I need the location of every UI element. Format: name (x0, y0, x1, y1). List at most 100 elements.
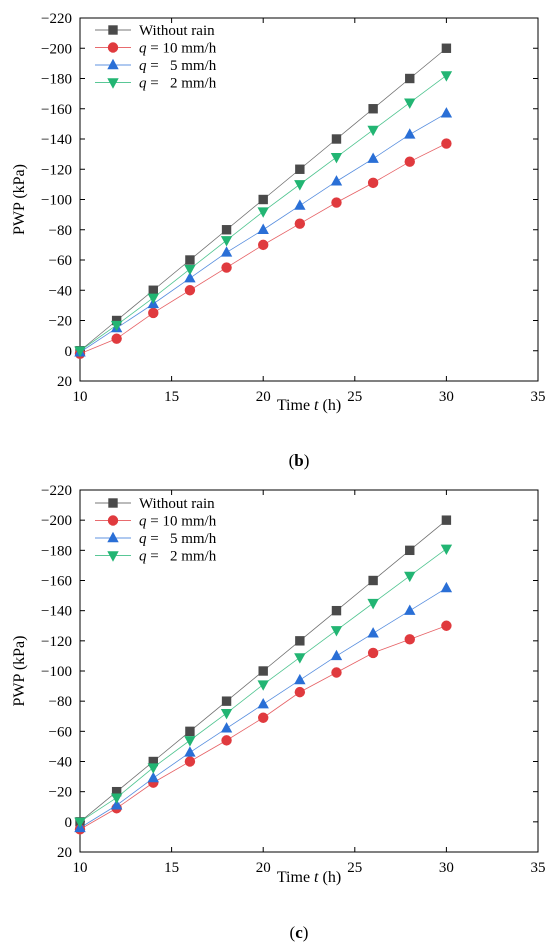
data-point (367, 152, 379, 163)
data-point (257, 223, 269, 234)
y-axis-label: PWP (kPa) (11, 636, 28, 707)
data-point (330, 152, 343, 164)
panel-caption: (b) (289, 451, 310, 470)
data-point (330, 175, 343, 186)
data-point (367, 125, 379, 137)
x-axis-label: Time t (h) (277, 869, 341, 886)
data-point (404, 128, 416, 139)
x-tick-label: 20 (256, 860, 271, 876)
data-point (258, 712, 269, 723)
data-point (148, 307, 159, 319)
data-point (110, 320, 123, 332)
x-tick-label: 15 (164, 389, 179, 405)
data-point (258, 194, 268, 205)
data-point (147, 293, 159, 305)
x-tick-label: 15 (164, 860, 179, 876)
data-point (405, 73, 415, 84)
y-tick-label: −40 (49, 283, 72, 299)
legend-marker (107, 42, 119, 53)
data-point (111, 333, 122, 344)
legend-text: = 2 mm/h (147, 549, 217, 565)
y-tick-label: −80 (49, 694, 72, 710)
legend-label: q = 2 mm/h (139, 549, 217, 565)
legend-var: q (139, 549, 147, 565)
data-point (440, 71, 453, 82)
data-point (441, 138, 452, 149)
series-1 (74, 138, 452, 359)
x-axis-label-unit: (h) (319, 869, 342, 886)
x-tick-label: 25 (347, 389, 362, 405)
data-point (331, 667, 342, 678)
data-point (294, 673, 306, 685)
data-point (404, 156, 415, 167)
y-tick-label: −160 (41, 102, 72, 118)
data-point (184, 746, 196, 757)
data-point (367, 177, 379, 189)
legend-label: q = 10 mm/h (139, 41, 217, 57)
data-point (148, 756, 158, 767)
legend-text: Without rain (139, 496, 215, 512)
legend-var: q (139, 58, 147, 74)
data-point (368, 104, 378, 114)
data-point (220, 709, 233, 720)
chart-panel-b: 10 15 20 25 30 35−220−200−180−160−140−120−100… (11, 11, 546, 470)
y-axis-label: PWP (kPa) (11, 164, 28, 235)
y-tick-label: −180 (41, 543, 72, 559)
legend-marker (107, 531, 119, 543)
y-tick-label: −120 (41, 162, 72, 178)
legend-marker (108, 25, 118, 35)
legend-label: q = 5 mm/h (139, 531, 217, 547)
data-point (111, 786, 122, 797)
legend-marker (108, 498, 118, 508)
series-1 (74, 620, 452, 835)
data-point (221, 262, 232, 273)
series-2 (74, 107, 453, 357)
y-tick-label: −40 (49, 755, 72, 771)
data-point (404, 634, 415, 645)
y-tick-label: −20 (49, 785, 72, 801)
data-point (110, 799, 123, 810)
data-point (294, 199, 306, 210)
y-tick-label: −200 (41, 513, 72, 529)
data-point (330, 649, 343, 661)
data-point (258, 666, 268, 676)
data-point (368, 575, 378, 586)
y-tick-label: −180 (41, 72, 72, 88)
data-point (220, 236, 233, 247)
data-point (74, 817, 86, 829)
data-point (148, 285, 158, 295)
legend-text: = 5 mm/h (147, 531, 217, 547)
legend-label: Without rain (139, 496, 215, 512)
legend-marker (107, 58, 119, 70)
data-point (295, 636, 305, 646)
y-tick-label: −200 (41, 41, 72, 57)
panel-caption: (c) (290, 923, 309, 942)
y-tick-label: −160 (41, 574, 72, 590)
data-point (331, 605, 342, 616)
x-tick-label: 25 (347, 860, 362, 876)
caption-open: ( (290, 923, 296, 942)
data-point (367, 647, 379, 659)
data-point (440, 581, 453, 593)
data-point (147, 771, 159, 783)
x-axis-label-unit: (h) (319, 397, 342, 414)
legend-marker (107, 551, 119, 562)
legend-text: = 10 mm/h (147, 41, 217, 57)
data-point (404, 604, 416, 615)
x-axis-label-var: t (314, 869, 319, 886)
legend-var: q (139, 514, 147, 530)
x-tick-label: 35 (531, 860, 546, 876)
data-point (221, 696, 232, 706)
data-point (220, 246, 233, 257)
data-point (367, 627, 379, 638)
x-tick-label: 35 (531, 389, 546, 405)
series-0 (75, 515, 452, 827)
y-tick-label: −140 (41, 604, 72, 620)
data-point (294, 686, 306, 698)
y-tick-label: −80 (49, 223, 72, 239)
caption-close: ) (304, 451, 310, 470)
caption-open: ( (289, 451, 295, 470)
data-point (294, 218, 306, 229)
